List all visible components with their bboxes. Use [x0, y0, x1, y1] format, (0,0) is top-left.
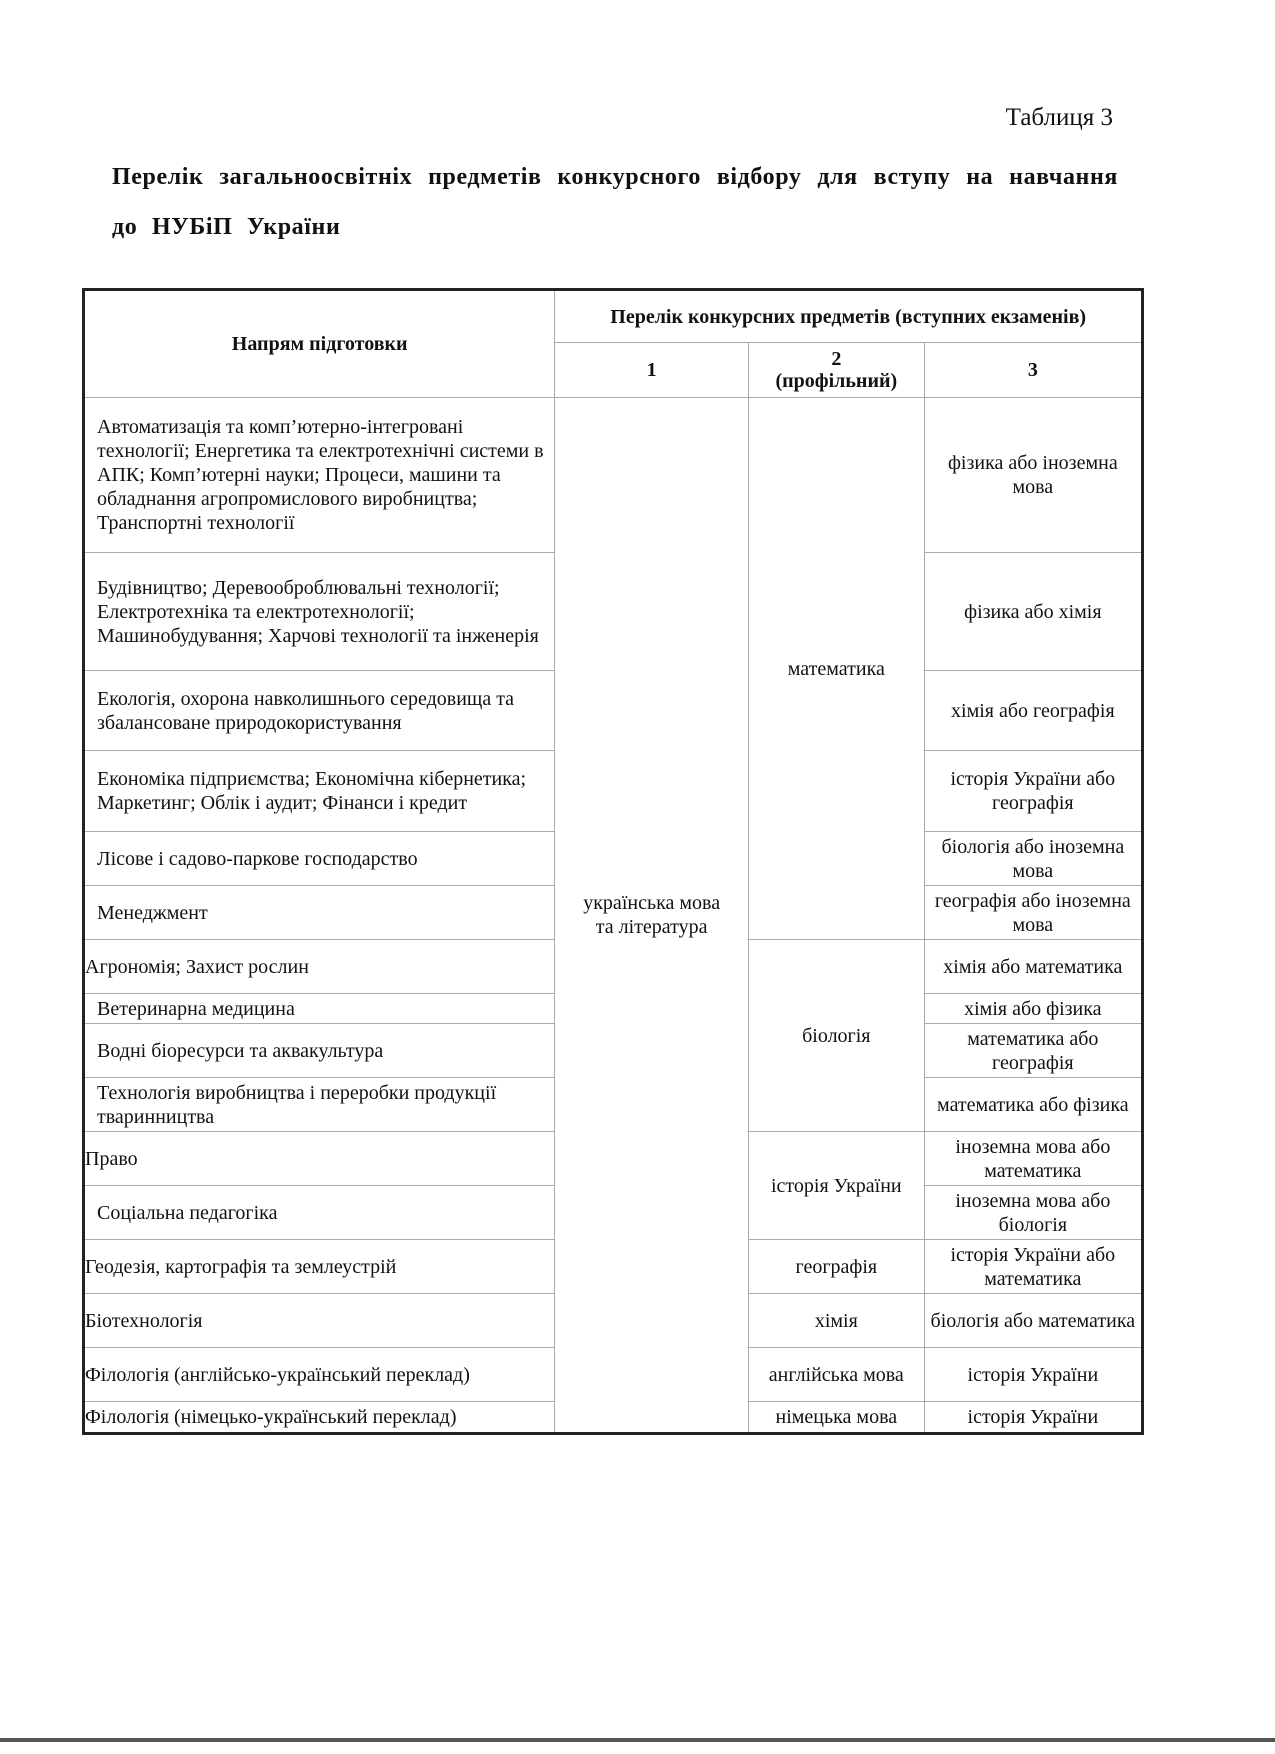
col2-note: (профільний) — [775, 370, 898, 392]
subheader-row: 1 2 (профільний) 3 — [84, 342, 1144, 398]
direction-cell: Агрономія; Захист рослин — [82, 939, 556, 994]
subject2-cell: математика — [747, 397, 925, 940]
table-row: Біотехнологія хімія біологія або математик… — [82, 1293, 1144, 1348]
direction-cell: Економіка підприємства; Економічна кібер… — [82, 750, 556, 832]
direction-cell: Будівництво; Деревооброблювальні техноло… — [82, 552, 556, 671]
direction-cell: Водні біоресурси та аквакультура — [82, 1023, 556, 1078]
subject3-cell: біологія або іноземна мова — [923, 831, 1144, 886]
subject3-cell: історія України — [923, 1347, 1144, 1402]
subject2-cell: географія — [747, 1239, 925, 1294]
direction-cell: Філологія (німецько-український переклад… — [82, 1401, 556, 1434]
table-row: Водні біоресурси та аквакультура математи… — [82, 1023, 1144, 1078]
direction-cell: Геодезія, картографія та землеустрій — [82, 1239, 556, 1294]
header-row: Напрям підготовки Перелік конкурсних пре… — [82, 289, 1143, 398]
subject2-cell: англійська мова — [747, 1347, 925, 1402]
subject3-cell: фізика або іноземна мова — [923, 397, 1144, 553]
col1-header: 1 — [554, 342, 749, 398]
subject3-cell: математика або фізика — [923, 1077, 1144, 1132]
table-row: Будівництво; Деревооброблювальні техноло… — [82, 552, 1144, 671]
subject2-cell: німецька мова — [747, 1401, 925, 1434]
table-row: Філологія (німецько-український переклад… — [82, 1401, 1144, 1434]
direction-cell: Право — [82, 1131, 556, 1186]
table-row: Екологія, охорона навколишнього середови… — [82, 670, 1144, 751]
direction-cell: Лісове і садово-паркове господарство — [82, 831, 556, 886]
table-row: Економіка підприємства; Економічна кібер… — [82, 750, 1144, 832]
direction-cell: Ветеринарна медицина — [82, 993, 556, 1024]
subject3-cell: історія України — [923, 1401, 1144, 1434]
subject2-cell: біологія — [747, 939, 925, 1132]
subject3-cell: географія або іноземна мова — [923, 885, 1144, 940]
subject3-cell: математика або географія — [923, 1023, 1144, 1078]
subjects-table: Напрям підготовки Перелік конкурсних пре… — [82, 288, 1144, 1435]
table-row: Автоматизація та комп’ютерно-інтегровані… — [82, 397, 1144, 1434]
table-row: Право історія України іноземна мова або ма… — [82, 1131, 1144, 1240]
table-row: Філологія (англійсько-український перекл… — [82, 1347, 1144, 1402]
subject3-cell: біологія або математика — [923, 1293, 1144, 1348]
scan-edge — [0, 1738, 1275, 1742]
subject2-cell: історія України — [747, 1131, 925, 1240]
table-row: Технологія виробництва і переробки проду… — [82, 1077, 1144, 1132]
subject3-cell: іноземна мова або математика — [923, 1131, 1144, 1186]
col2-header: 2 (профільний) — [747, 342, 925, 398]
table-row: Геодезія, картографія та землеустрій геог… — [82, 1239, 1144, 1294]
col2-number: 2 — [831, 348, 842, 370]
subject2-cell: хімія — [747, 1293, 925, 1348]
direction-cell: Менеджмент — [82, 885, 556, 940]
table-label: Таблиця 3 — [1005, 104, 1113, 131]
subject1-cell: українська мова та література — [554, 397, 749, 1434]
table-row: Соціальна педагогіка іноземна мова або бі… — [82, 1185, 1144, 1240]
direction-cell: Технологія виробництва і переробки проду… — [82, 1077, 556, 1132]
subject3-cell: фізика або хімія — [923, 552, 1144, 671]
subjects-group-header: Перелік конкурсних предметів (вступних е… — [554, 289, 1143, 343]
subject3-cell: історія України або математика — [923, 1239, 1144, 1294]
table-row: Лісове і садово-паркове господарство біол… — [82, 831, 1144, 886]
col3-header: 3 — [923, 342, 1144, 398]
direction-cell: Соціальна педагогіка — [82, 1185, 556, 1240]
direction-cell: Біотехнологія — [82, 1293, 556, 1348]
direction-cell: Автоматизація та комп’ютерно-інтегровані… — [82, 397, 556, 553]
subject3-cell: хімія або географія — [923, 670, 1144, 751]
direction-cell: Філологія (англійсько-український перекл… — [82, 1347, 556, 1402]
direction-cell: Екологія, охорона навколишнього середови… — [82, 670, 556, 751]
subject3-cell: хімія або фізика — [923, 993, 1144, 1024]
table-row: Ветеринарна медицина хімія або фізика — [82, 993, 1144, 1024]
subject3-cell: іноземна мова або біологія — [923, 1185, 1144, 1240]
direction-header: Напрям підготовки — [82, 289, 556, 398]
subject3-cell: історія України або географія — [923, 750, 1144, 832]
document-heading: Перелік загальноосвітніх предметів конку… — [112, 164, 1118, 240]
subject3-cell: хімія або математика — [923, 939, 1144, 994]
table-row: Агрономія; Захист рослин біологія хімія аб… — [82, 939, 1144, 1132]
